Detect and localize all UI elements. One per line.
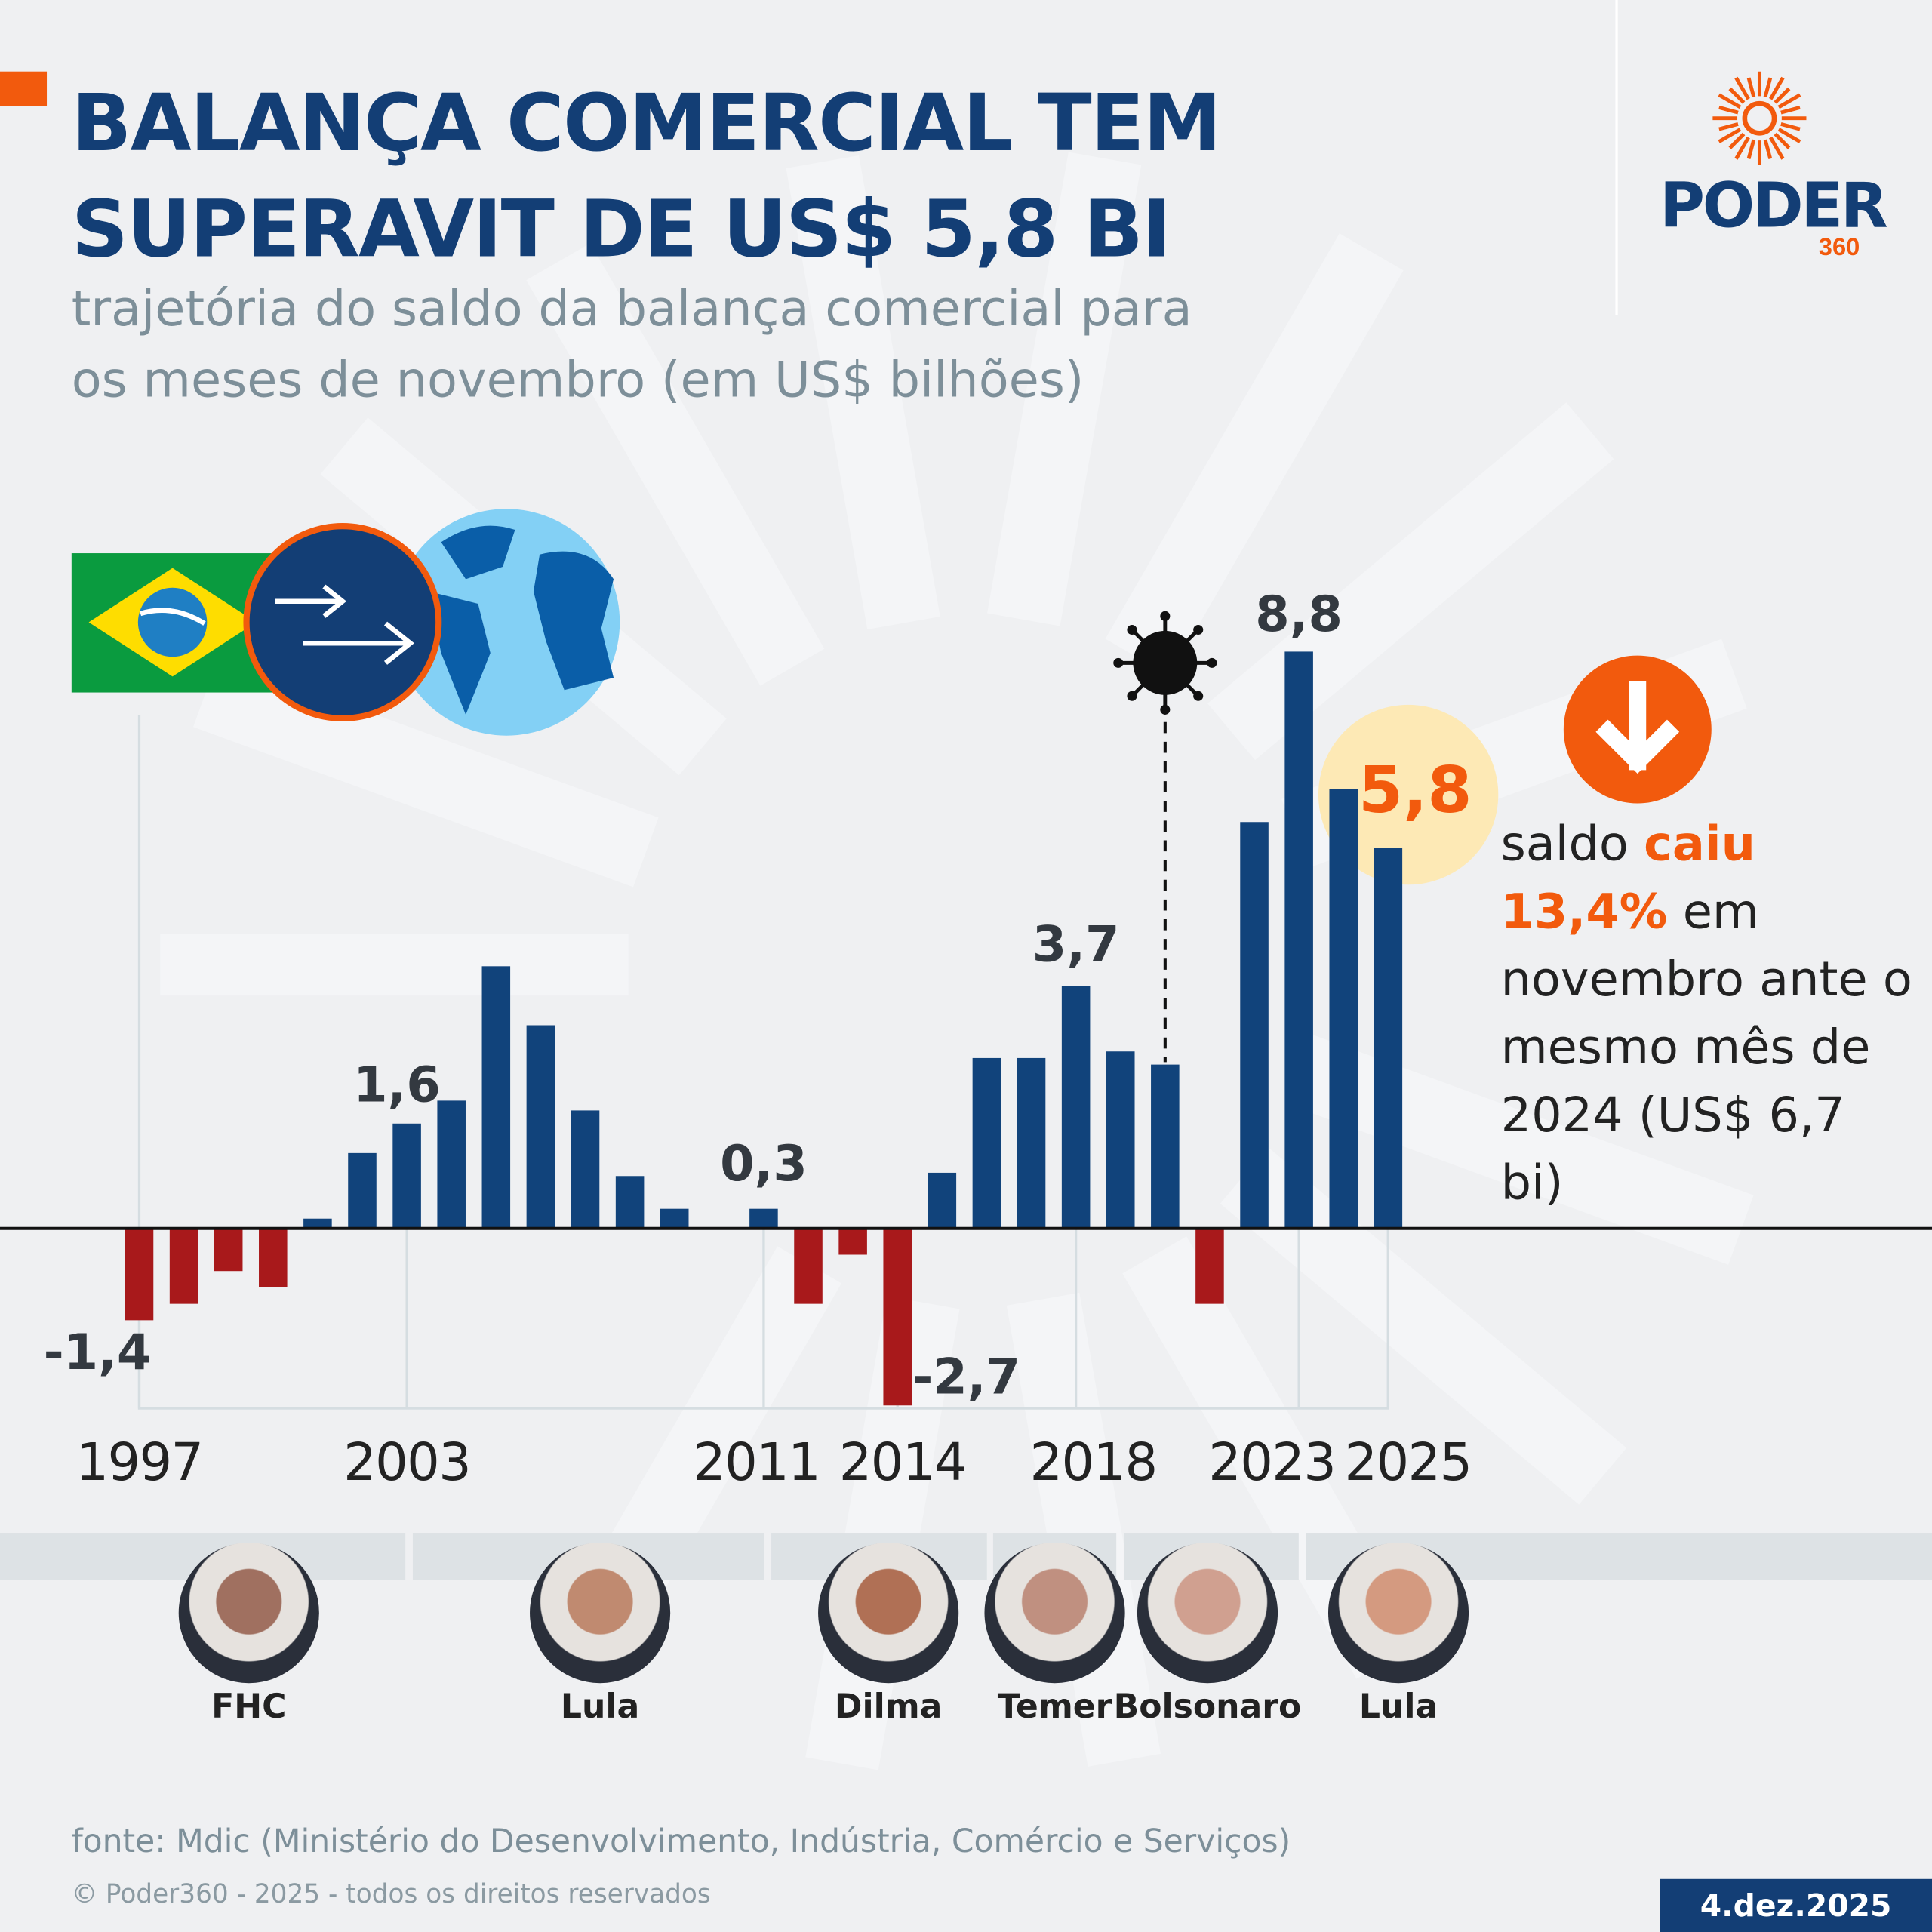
globe-icon <box>392 509 620 736</box>
data-label-2025: 5,8 <box>1358 754 1472 829</box>
bar-2011 <box>749 1208 778 1229</box>
title-line-2: SUPERAVIT DE US$ 5,8 BI <box>71 184 1171 276</box>
x-tick-2018: 2018 <box>1029 1432 1158 1493</box>
portrait-bolsonaro <box>1137 1543 1278 1684</box>
bar-1997 <box>125 1228 154 1321</box>
note-text-rest: em novembro ante o mesmo mês de 2024 (US… <box>1500 884 1912 1211</box>
bar-2013 <box>838 1228 867 1255</box>
bar-2024 <box>1329 789 1358 1229</box>
president-name: Bolsonaro <box>1113 1687 1302 1727</box>
president-name: FHC <box>211 1687 287 1727</box>
source-text: fonte: Mdic (Ministério do Desenvolvimen… <box>71 1823 1291 1861</box>
accent-mark <box>0 71 48 106</box>
president-name: Temer <box>997 1687 1112 1727</box>
bar-2015 <box>928 1172 957 1229</box>
data-label-2018: 3,7 <box>1032 916 1120 974</box>
bar-2001 <box>303 1218 332 1229</box>
title-line-1: BALANÇA COMERCIAL TEM <box>71 78 1222 171</box>
x-tick-2003: 2003 <box>343 1432 472 1493</box>
logo-sun-icon <box>1712 71 1807 165</box>
bar-2020 <box>1151 1064 1180 1229</box>
bar-2007 <box>571 1110 600 1229</box>
trade-illustration <box>71 509 620 736</box>
data-label-1997: -1,4 <box>43 1324 152 1382</box>
copyright-text: © Poder360 - 2025 - todos os direitos re… <box>71 1878 711 1909</box>
bar-2023 <box>1284 651 1313 1229</box>
bar-2021 <box>1195 1228 1224 1304</box>
portrait-fhc <box>178 1543 319 1684</box>
bar-2003 <box>392 1123 421 1229</box>
data-label-2014: -2,7 <box>912 1349 1021 1406</box>
bar-2000 <box>259 1228 288 1287</box>
virus-icon <box>1113 611 1217 715</box>
logo-text: PODER <box>1660 170 1888 242</box>
portrait-temer <box>984 1543 1125 1684</box>
president-name: Lula <box>1358 1687 1438 1727</box>
export-arrows-icon <box>243 523 442 721</box>
bar-2012 <box>794 1228 823 1304</box>
president-name: Dilma <box>834 1687 943 1727</box>
down-arrow-icon <box>1563 655 1712 804</box>
bar-2008 <box>615 1176 645 1229</box>
x-tick-1997: 1997 <box>75 1432 204 1493</box>
bar-1998 <box>169 1228 198 1304</box>
x-tick-2011: 2011 <box>693 1432 821 1493</box>
page-title: BALANÇA COMERCIAL TEM SUPERAVIT DE US$ 5… <box>71 72 1222 284</box>
publish-date: 4.dez.2025 <box>1660 1878 1932 1932</box>
portrait-dilma <box>818 1543 959 1684</box>
highlight-circle <box>1318 704 1499 885</box>
bar-2016 <box>972 1057 1001 1229</box>
divider <box>1615 0 1618 315</box>
bar-2005 <box>481 966 511 1229</box>
data-label-2011: 0,3 <box>720 1136 808 1193</box>
variation-note: saldo caiu 13,4% em novembro ante o mesmo… <box>1501 811 1920 1217</box>
bar-2009 <box>660 1208 689 1229</box>
data-label-2003: 1,6 <box>353 1057 441 1114</box>
bar-2014 <box>883 1228 912 1406</box>
subtitle-line-2: os meses de novembro (em US$ bilhões) <box>71 352 1084 410</box>
bar-2006 <box>526 1025 555 1229</box>
brazil-flag-icon <box>71 553 275 693</box>
x-tick-2023: 2023 <box>1208 1432 1337 1493</box>
bar-2022 <box>1240 822 1269 1229</box>
bar-2002 <box>348 1152 377 1229</box>
data-label-2023: 8,8 <box>1255 586 1343 644</box>
subtitle: trajetória do saldo da balança comercial… <box>72 273 1192 416</box>
logo-number: 360 <box>1818 234 1860 262</box>
president-name: Lula <box>560 1687 640 1727</box>
x-tick-2025: 2025 <box>1344 1432 1472 1493</box>
note-text: saldo <box>1500 817 1644 872</box>
bar-2025 <box>1374 848 1403 1229</box>
portrait-lula <box>530 1543 671 1684</box>
bar-2004 <box>437 1100 466 1229</box>
bar-2018 <box>1061 986 1091 1229</box>
bar-2017 <box>1017 1057 1046 1229</box>
x-tick-2014: 2014 <box>838 1432 968 1493</box>
bar-1999 <box>214 1228 243 1272</box>
portrait-lula <box>1327 1543 1469 1684</box>
note-highlight-percent: 13,4% <box>1500 884 1668 940</box>
subtitle-line-1: trajetória do saldo da balança comercial… <box>71 281 1192 338</box>
note-highlight-fell: caiu <box>1644 817 1755 872</box>
bar-2019 <box>1106 1051 1135 1229</box>
